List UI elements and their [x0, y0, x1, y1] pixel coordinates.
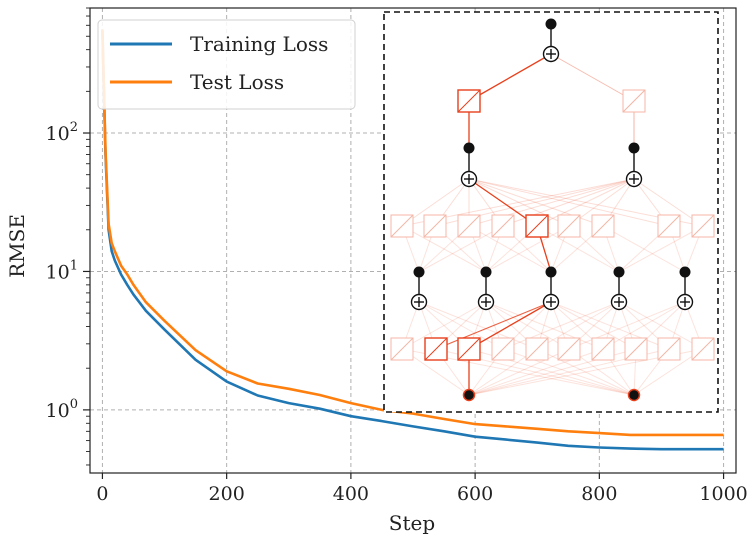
y-axis-label: RMSE [5, 214, 29, 278]
graph-edge [550, 53, 635, 102]
x-tick-label: 1000 [699, 483, 747, 505]
graph-box-diagonal [557, 337, 581, 361]
graph-dot-node [679, 266, 691, 278]
graph-edge [401, 225, 487, 273]
legend-label-training-loss: Training Loss [190, 32, 328, 56]
graph-edge [468, 348, 604, 396]
graph-edge [602, 225, 686, 273]
graph-edge [602, 301, 686, 350]
graph-edge [550, 301, 637, 350]
graph-box-diagonal [557, 214, 581, 238]
graph-box-diagonal [657, 214, 681, 238]
series-lines [101, 29, 724, 451]
graph-edge [401, 301, 487, 350]
graph-edge [418, 225, 504, 273]
graph-edge [536, 225, 620, 273]
y-tick-label: 101 [46, 258, 78, 283]
graph-edge [435, 301, 552, 350]
graph-box-diagonal [457, 214, 481, 238]
x-axis-label: Step [389, 511, 435, 535]
graph-dot-node [628, 142, 640, 154]
x-tick-label: 200 [209, 483, 245, 505]
graph-box-diagonal [525, 337, 549, 361]
graph-box-diagonal [691, 337, 715, 361]
graph-dot-node [613, 266, 625, 278]
graph-edge [418, 301, 538, 350]
tick-labels: 0 200 400 600 800 1000 100 101 102 [46, 120, 748, 505]
graph-edge [485, 301, 570, 350]
graph-edge [618, 225, 704, 273]
graph-box-diagonal [390, 214, 414, 238]
graph-box-diagonal [691, 214, 715, 238]
graph-edge [536, 178, 635, 227]
plot-frame [89, 7, 737, 474]
y-tick-label: 102 [46, 120, 78, 145]
x-tick-label: 400 [333, 483, 369, 505]
graph-edge [468, 225, 552, 273]
graph-box-diagonal [457, 89, 481, 113]
graph-edge [502, 301, 620, 350]
graph-box-diagonal [424, 337, 448, 361]
graph-edge [468, 178, 570, 227]
legend-label-test-loss: Test Loss [190, 70, 284, 94]
graph-box-diagonal [622, 89, 646, 113]
graph-edge [568, 301, 686, 350]
legend-box [97, 19, 356, 110]
graph-box-diagonal [423, 214, 447, 238]
graph-edge [468, 53, 552, 102]
graph-box-diagonal [657, 337, 681, 361]
x-tick-label: 600 [457, 483, 493, 505]
graph-box-diagonal [491, 214, 515, 238]
series-line-training-loss [101, 30, 724, 451]
graph-edge [418, 301, 504, 350]
graph-edge [502, 348, 635, 396]
graph-box-diagonal [591, 214, 615, 238]
graph-dot-node [545, 266, 557, 278]
axes [83, 7, 737, 479]
graph-dot-node [463, 142, 475, 154]
graph-edge [485, 225, 570, 273]
graph-dot-node [413, 266, 425, 278]
graph-box-diagonal [591, 337, 615, 361]
graph-box-diagonal [624, 337, 648, 361]
graph-edge [468, 301, 552, 350]
graph-box-diagonal [525, 214, 549, 238]
graph-edge [485, 301, 604, 350]
series-line-test-loss [101, 29, 724, 437]
legend: Training Loss Test Loss [97, 19, 356, 110]
graph-edge [618, 301, 704, 350]
graph-edge [536, 348, 635, 396]
graph-box-diagonal [457, 337, 481, 361]
graph-dot-node [462, 388, 476, 402]
graph-dot-node [545, 18, 557, 30]
graph-edge [536, 301, 620, 350]
graph-edge [468, 348, 570, 396]
x-tick-label: 0 [96, 483, 108, 505]
graph-dot-node [627, 388, 641, 402]
y-tick-label: 100 [46, 397, 78, 422]
graph-edge [468, 178, 670, 227]
x-tick-label: 800 [581, 483, 617, 505]
inset-network-graph [383, 11, 719, 413]
graph-edge [550, 301, 670, 350]
graph-box-diagonal [491, 337, 515, 361]
graph-dot-node [480, 266, 492, 278]
graph-box-diagonal [390, 337, 414, 361]
graph-edge [468, 178, 604, 227]
